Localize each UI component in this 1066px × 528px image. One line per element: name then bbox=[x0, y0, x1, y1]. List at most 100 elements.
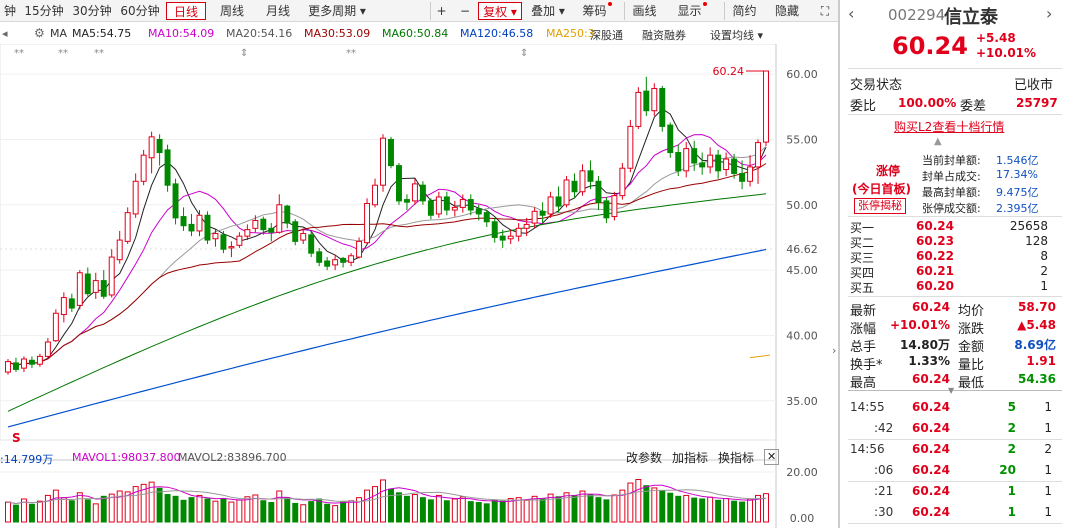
candle-body bbox=[276, 204, 283, 233]
candle-body bbox=[44, 341, 51, 357]
volume-bar bbox=[364, 489, 371, 523]
candle-body bbox=[260, 218, 267, 231]
toolbar-button-13[interactable]: 画线 bbox=[624, 2, 664, 20]
candle-body bbox=[403, 199, 410, 203]
toolbar-button-6[interactable]: 月线 bbox=[258, 2, 298, 20]
ma-legend-item-8[interactable]: 深股通 bbox=[590, 29, 623, 42]
event-marker-icon[interactable]: ** bbox=[58, 48, 68, 59]
settings-icon[interactable]: ⚙ bbox=[34, 26, 45, 40]
back-arrow-icon[interactable]: ‹ bbox=[848, 4, 855, 23]
candle bbox=[667, 122, 674, 158]
indicator-control-2[interactable]: 换指标 bbox=[718, 451, 755, 465]
volume-bar bbox=[619, 489, 626, 523]
stat-value-1a: +10.01% bbox=[889, 318, 950, 332]
indicator-control-0[interactable]: 改参数 bbox=[626, 451, 663, 465]
bid-level-price-4[interactable]: 60.20 bbox=[916, 279, 954, 293]
limit-stat-value-1: 17.34% bbox=[996, 168, 1038, 181]
candle bbox=[324, 257, 331, 271]
candle bbox=[196, 210, 203, 237]
tick-volume-5: 1 bbox=[1007, 505, 1016, 519]
collapse-icon[interactable]: ▲ bbox=[934, 136, 942, 147]
bid-level-price-1[interactable]: 60.23 bbox=[916, 234, 954, 248]
toolbar-button-12[interactable]: 筹码 bbox=[576, 2, 618, 20]
indicator-control-3[interactable]: ✕ bbox=[764, 449, 780, 465]
candle-body bbox=[755, 142, 762, 168]
candle-body bbox=[156, 138, 163, 154]
volume-bar bbox=[635, 479, 642, 523]
volume-bar bbox=[747, 498, 754, 523]
ma-legend-item-5: MA60:50.84 bbox=[382, 27, 449, 40]
event-marker-icon[interactable]: ** bbox=[346, 48, 356, 59]
volume-bar bbox=[715, 499, 722, 523]
limit-reveal-button[interactable]: 张停揭秘 bbox=[854, 198, 906, 214]
bid-level-price-2[interactable]: 60.22 bbox=[916, 249, 954, 263]
ma-legend-item-10[interactable]: 设置均线 ▾ bbox=[710, 29, 764, 42]
weicha-label: 委差 bbox=[960, 99, 987, 114]
event-marker-icon[interactable]: ⇕ bbox=[520, 48, 528, 59]
candle bbox=[228, 241, 235, 258]
toolbar-button-3[interactable]: 60分钟 bbox=[118, 2, 162, 20]
expand-icon[interactable]: ◂ bbox=[2, 27, 8, 40]
volume-bar bbox=[316, 498, 323, 523]
toolbar-label-12: 筹码 bbox=[582, 4, 607, 18]
vol-legend-item-0: :14.799万 bbox=[0, 453, 54, 466]
volume-bar bbox=[164, 494, 171, 523]
toolbar-button-11[interactable]: 叠加 ▾ bbox=[526, 2, 570, 20]
bid-level-price-0[interactable]: 60.24 bbox=[916, 219, 954, 233]
vol-legend-item-1: MAVOL1:98037.800 bbox=[72, 451, 181, 464]
volume-bar bbox=[84, 499, 91, 523]
toolbar-button-5[interactable]: 周线 bbox=[212, 2, 252, 20]
panel-toggle-icon[interactable]: › bbox=[832, 344, 836, 357]
forward-arrow-icon[interactable]: › bbox=[1046, 4, 1053, 23]
volume-bar bbox=[571, 494, 578, 523]
toolbar-button-15[interactable]: 简约 bbox=[724, 2, 764, 20]
event-marker-icon[interactable]: ** bbox=[94, 48, 104, 59]
event-marker-icon[interactable]: ⇕ bbox=[240, 48, 248, 59]
toolbar-button-8[interactable]: + bbox=[430, 2, 452, 20]
candle-body bbox=[475, 208, 482, 215]
tick-volume-4: 1 bbox=[1007, 484, 1016, 498]
ticks-expand-icon[interactable]: ▼ bbox=[948, 386, 955, 395]
candle-body bbox=[300, 233, 307, 241]
candle bbox=[723, 152, 730, 177]
volume-bar bbox=[220, 498, 227, 523]
status-value: 已收市 bbox=[1014, 78, 1054, 93]
toolbar-button-1[interactable]: 15分钟 bbox=[22, 2, 66, 20]
volume-bar bbox=[52, 489, 59, 523]
buy-l2-link[interactable]: 购买L2查看十档行情 bbox=[894, 120, 1005, 134]
toolbar-button-7[interactable]: 更多周期 ▾ bbox=[304, 2, 370, 20]
volume-bar bbox=[20, 498, 27, 523]
volume-bar bbox=[332, 505, 339, 523]
candle-body bbox=[611, 195, 618, 218]
toolbar-button-16[interactable]: 隐藏 bbox=[766, 2, 808, 20]
ma-legend-item-9[interactable]: 融资融券 bbox=[642, 29, 686, 42]
candle-body bbox=[268, 227, 275, 233]
volume-bar bbox=[308, 501, 315, 523]
candle-body bbox=[380, 137, 386, 186]
toolbar-button-17[interactable]: ⛶ bbox=[814, 2, 836, 20]
event-marker-icon[interactable]: ** bbox=[14, 48, 24, 59]
dividend-marker-icon[interactable]: S bbox=[12, 431, 21, 445]
volume-bar bbox=[691, 497, 698, 523]
candle bbox=[595, 176, 602, 211]
volume-bar bbox=[483, 503, 490, 523]
candle bbox=[547, 191, 554, 218]
toolbar-button-0[interactable]: 钟 bbox=[0, 2, 20, 20]
indicator-control-1[interactable]: 加指标 bbox=[672, 451, 709, 465]
toolbar-button-9[interactable]: − bbox=[454, 2, 476, 20]
volume-bar bbox=[707, 496, 714, 523]
candle-body bbox=[491, 221, 498, 238]
candle-body bbox=[172, 183, 179, 219]
toolbar-button-4[interactable]: 日线 bbox=[166, 2, 206, 20]
candle-body bbox=[28, 359, 35, 365]
toolbar-button-2[interactable]: 30分钟 bbox=[70, 2, 114, 20]
limit-stat-label-3: 张停成交额: bbox=[922, 202, 981, 215]
kline-chart[interactable]: 60.00 55.00 50.00 46.62 45.00 40.00 35.00 60.24… bbox=[0, 44, 838, 528]
volume-bar bbox=[300, 504, 307, 523]
bid-level-price-3[interactable]: 60.21 bbox=[916, 264, 954, 278]
candle-body bbox=[443, 196, 450, 211]
toolbar-button-14[interactable]: 显示 bbox=[670, 2, 714, 20]
candle bbox=[675, 144, 682, 177]
toolbar-button-10[interactable]: 复权 ▾ bbox=[478, 2, 522, 20]
volume-bar bbox=[515, 497, 522, 523]
